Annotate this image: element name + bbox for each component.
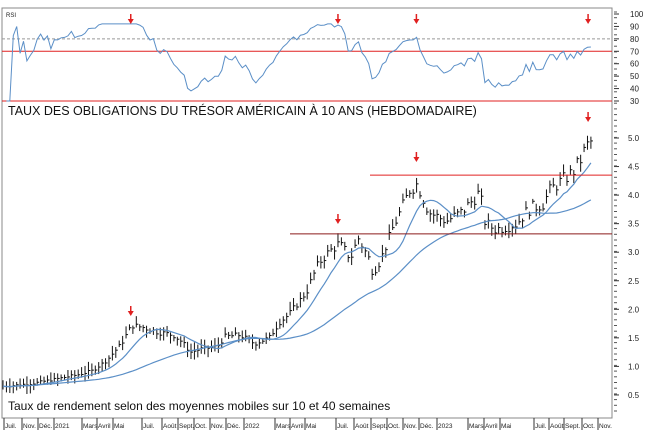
x-tick-label: Mai: [501, 423, 511, 430]
rsi-label: RSI: [6, 13, 16, 19]
x-tick-label: Juil.: [5, 423, 17, 430]
plot-frame: [1, 7, 613, 419]
peak-arrow-icon-head: [334, 219, 341, 224]
x-tick-label: 2022: [245, 423, 260, 430]
x-tick-label: Déc.: [227, 423, 241, 430]
x-tick-label: Nov.: [23, 423, 36, 430]
rsi-arrow-icon-head: [413, 19, 420, 24]
x-tick-label: Mars: [83, 423, 98, 430]
x-tick-label: Nov.: [404, 423, 417, 430]
y-tick-label: 5.0: [628, 134, 640, 143]
peak-arrow-icon-head: [585, 117, 592, 122]
chart-title: TAUX DES OBLIGATIONS DU TRÉSOR AMÉRICAIN…: [8, 104, 477, 118]
x-tick-label: Avril: [291, 423, 304, 430]
y-tick-label: 2.5: [628, 277, 640, 286]
y-tick-label: 0.5: [628, 391, 640, 400]
peak-arrow-icon-head: [413, 157, 420, 162]
x-tick-label: Oct.: [195, 423, 207, 430]
x-tick-label: Août: [550, 423, 564, 430]
y-tick-label: 3.5: [628, 220, 640, 229]
x-tick-label: Sept.: [179, 423, 194, 430]
x-tick-label: Mai: [306, 423, 316, 430]
rsi-arrow-icon-head: [334, 19, 341, 24]
x-tick-label: Sept.: [565, 423, 580, 430]
rsi-tick-label: 40: [630, 85, 639, 94]
x-tick-label: Déc.: [420, 423, 434, 430]
x-tick-label: Juil.: [535, 423, 547, 430]
x-tick-label: Août: [355, 423, 369, 430]
rsi-tick-label: 80: [630, 35, 639, 44]
x-tick-label: Déc.: [39, 423, 53, 430]
x-tick-label: Mars: [469, 423, 484, 430]
y-tick-label: 2.0: [628, 305, 640, 314]
rsi-tick-label: 70: [630, 47, 639, 56]
y-tick-label: 4.0: [628, 191, 640, 200]
y-tick-label: 4.5: [628, 163, 640, 172]
x-tick-label: Juil.: [143, 423, 155, 430]
rsi-tick-label: 100: [630, 10, 644, 19]
x-tick-label: 2021: [55, 423, 70, 430]
x-tick-label: Mars: [276, 423, 291, 430]
x-tick-label: Avril: [485, 423, 498, 430]
rsi-arrow-icon-head: [585, 19, 592, 24]
x-tick-label: Mai: [114, 423, 124, 430]
ma-40-week-line: [2, 199, 592, 388]
x-tick-label: Juil.: [337, 423, 349, 430]
x-tick-label: Août: [163, 423, 177, 430]
y-tick-label: 3.0: [628, 248, 640, 257]
rsi-arrow-icon-head: [127, 19, 134, 24]
rsi-tick-label: 90: [630, 22, 639, 31]
rsi-tick-label: 60: [630, 60, 639, 69]
x-tick-label: Oct.: [388, 423, 400, 430]
rsi-line: [6, 23, 591, 102]
y-tick-label: 1.0: [628, 362, 640, 371]
peak-arrow-icon-head: [127, 311, 134, 316]
y-tick-label: 1.5: [628, 334, 640, 343]
x-tick-label: Oct.: [583, 423, 595, 430]
x-tick-label: Avril: [98, 423, 111, 430]
rsi-tick-label: 30: [630, 97, 639, 106]
x-tick-label: Nov.: [599, 423, 612, 430]
x-tick-label: Sept.: [372, 423, 387, 430]
x-tick-label: 2023: [438, 423, 453, 430]
x-tick-label: Nov.: [211, 423, 224, 430]
ma-10-week-line: [2, 162, 592, 388]
rsi-tick-label: 50: [630, 72, 639, 81]
chart-subtitle: Taux de rendement selon des moyennes mob…: [8, 398, 391, 415]
